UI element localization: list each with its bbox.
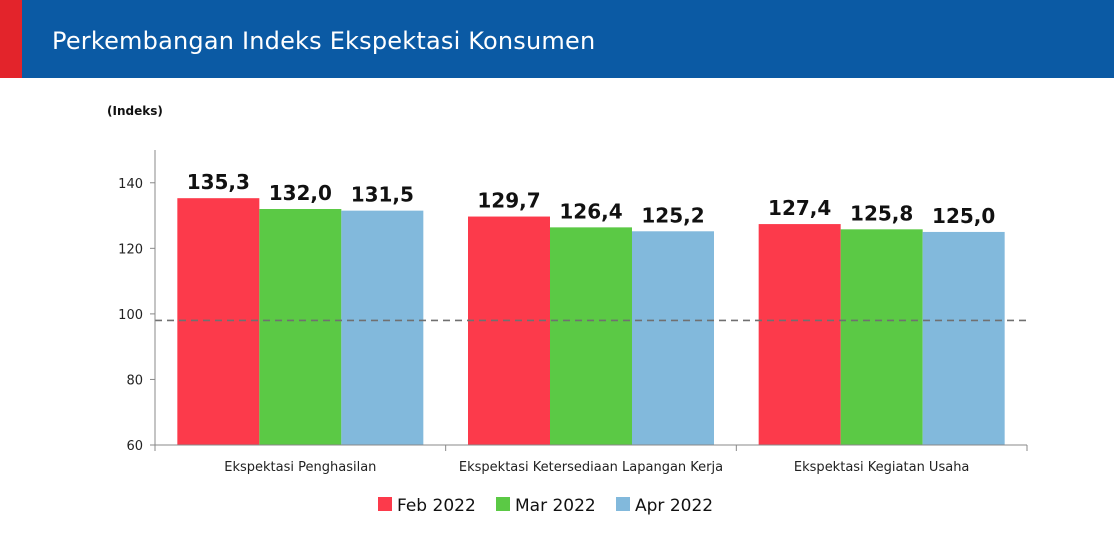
bar-2-3 <box>632 231 714 445</box>
legend-label-2: Mar 2022 <box>515 496 596 516</box>
data-label-2-1: 129,7 <box>477 189 540 213</box>
bar-1-2 <box>259 209 342 445</box>
y-tick-label-3: 100 <box>118 308 143 323</box>
bar-3-3 <box>922 231 1005 445</box>
legend-swatch-2 <box>496 497 510 511</box>
data-label-1-1: 135,3 <box>187 170 250 194</box>
legend-label-3: Apr 2022 <box>635 496 713 516</box>
bar-2-1 <box>468 216 550 445</box>
y-tick-label-4: 120 <box>118 242 143 257</box>
bar-1-1 <box>177 198 260 445</box>
bar-1-3 <box>341 210 424 445</box>
data-label-2-2: 126,4 <box>559 199 622 223</box>
bar-3-2 <box>840 229 923 445</box>
header-bar: Perkembangan Indeks Ekspektasi Konsumen <box>0 0 1114 78</box>
data-label-3-1: 127,4 <box>768 196 831 220</box>
data-label-3-3: 125,0 <box>932 204 995 228</box>
bar-2-2 <box>550 227 632 445</box>
y-axis-unit-label: (Indeks) <box>107 104 163 118</box>
page-title: Perkembangan Indeks Ekspektasi Konsumen <box>52 27 596 55</box>
legend-label-1: Feb 2022 <box>397 496 476 516</box>
data-label-3-2: 125,8 <box>850 201 913 225</box>
legend-swatch-3 <box>616 497 630 511</box>
legend-swatch-1 <box>378 497 392 511</box>
y-tick-label-1: 60 <box>126 439 143 454</box>
category-label-1: Ekspektasi Penghasilan <box>224 460 376 475</box>
y-tick-label-2: 80 <box>126 373 143 388</box>
category-label-2: Ekspektasi Ketersediaan Lapangan Kerja <box>459 460 723 475</box>
y-tick-label-5: 140 <box>118 177 143 192</box>
data-label-2-3: 125,2 <box>641 203 704 227</box>
category-label-3: Ekspektasi Kegiatan Usaha <box>794 460 969 475</box>
header-accent <box>0 0 22 78</box>
data-label-1-2: 132,0 <box>269 181 332 205</box>
bar-3-1 <box>758 224 841 445</box>
data-label-1-3: 131,5 <box>351 183 414 207</box>
